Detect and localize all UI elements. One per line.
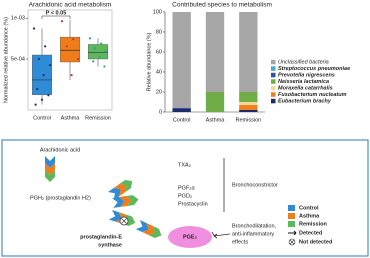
legend-label: Remission	[299, 221, 327, 227]
substrate: Arachidonic acid	[40, 147, 80, 153]
product: PGE₂	[183, 234, 198, 240]
bar-segment	[239, 12, 258, 92]
product: TXA₂	[178, 162, 191, 168]
data-point	[40, 98, 44, 101]
data-point	[34, 103, 37, 106]
box	[60, 36, 81, 63]
bar-segment	[239, 105, 258, 110]
data-point	[72, 38, 75, 41]
y-axis-label: Normalized relative abundance (%)	[3, 17, 9, 103]
bar-segment	[239, 102, 258, 105]
product: PGF₂α	[178, 185, 195, 191]
legend-label: Eubacterium brachy	[278, 98, 332, 104]
legend-label: Prevotella nigrescens	[278, 72, 335, 78]
chart-title: Contributed species to metabolism	[172, 2, 272, 9]
data-point	[65, 45, 68, 48]
data-point	[100, 42, 103, 45]
data-point	[70, 74, 73, 77]
legend-label: Control	[299, 205, 319, 211]
legend-label: Asthma	[299, 213, 320, 219]
bar-segment	[205, 12, 225, 92]
y-tick-label: 20	[156, 89, 162, 95]
effect: effects	[232, 239, 248, 245]
legend-label: Unclassified bacteria	[278, 59, 329, 65]
x-tick-label: Asthma	[206, 117, 226, 123]
y-axis-label: Relative abundance (%)	[146, 32, 152, 91]
bar-segment	[172, 109, 191, 112]
bar-segment	[239, 110, 258, 112]
data-point	[92, 60, 95, 63]
product: Prostacyclin	[178, 201, 208, 207]
legend-swatch	[271, 66, 276, 71]
enzyme: synthase	[98, 242, 122, 248]
legend-swatch	[271, 98, 276, 104]
legend-swatch	[288, 221, 295, 227]
annotation: P < 0.05	[46, 10, 67, 16]
legend-swatch	[288, 213, 295, 219]
chart-title: Arachidonic acid metabolism	[29, 2, 112, 9]
data-point	[32, 27, 36, 30]
legend-label: Moraxella catarrhalis	[278, 85, 333, 91]
legend-label: Not detected	[299, 239, 332, 245]
legend-swatch	[288, 205, 295, 211]
intermediate: PGH₂ (prostaglandin H2)	[30, 195, 91, 201]
y-tick-label: 5e-04	[11, 56, 25, 62]
effect: Bronchoconstrictor	[232, 182, 278, 188]
data-point	[44, 45, 47, 48]
box	[87, 44, 108, 60]
data-point	[76, 57, 80, 61]
effect: anti-inflammatory	[232, 231, 274, 237]
product: PGD₂	[178, 193, 192, 199]
data-point	[36, 87, 39, 91]
effect: Bronchodilatation,	[232, 223, 277, 229]
bracket	[41, 15, 71, 19]
data-point	[88, 37, 92, 40]
legend-swatch	[271, 85, 276, 91]
data-point	[103, 65, 106, 68]
legend-label: Streptococcus pneumoniae	[278, 66, 350, 72]
x-tick-label: Control	[173, 117, 191, 123]
data-point	[48, 64, 52, 67]
legend-label: Fusobacterium nucleatum	[278, 92, 347, 98]
bar-segment	[172, 108, 191, 109]
x-tick-label: Remission	[235, 117, 261, 123]
data-point	[37, 57, 40, 61]
data-point	[93, 47, 96, 50]
box	[32, 54, 53, 95]
legend-label: Detected	[299, 230, 322, 236]
x-tick-label: Remission	[85, 115, 111, 121]
bar-segment	[172, 12, 191, 108]
x-tick-label: Control	[33, 115, 51, 121]
y-tick-label: 80	[156, 29, 162, 35]
data-point	[47, 94, 50, 97]
y-tick-label: 100	[153, 9, 162, 15]
bar-segment	[239, 92, 258, 102]
data-point	[98, 55, 101, 58]
y-tick-label: 0	[159, 109, 162, 115]
legend-swatch	[271, 72, 276, 78]
x-tick-label: Asthma	[61, 115, 81, 121]
bar-segment	[205, 92, 225, 112]
data-point	[104, 50, 108, 53]
enzyme: prostaglandin-E	[80, 234, 122, 240]
arrows	[45, 156, 297, 248]
y-tick-label: 1e-03	[11, 16, 25, 22]
legend-swatch	[271, 59, 276, 65]
plot-frame	[27, 9, 113, 111]
legend-swatch	[271, 92, 276, 97]
y-tick-label: 40	[156, 69, 162, 75]
y-tick-label: 60	[156, 49, 162, 55]
data-point	[60, 20, 64, 23]
legend-label: Neisseria lactamica	[278, 79, 329, 85]
diagram-text: Arachidonic acid PGH₂ (prostaglandin H2)…	[30, 147, 332, 248]
legend-swatch	[271, 79, 276, 84]
data-point	[42, 74, 45, 77]
